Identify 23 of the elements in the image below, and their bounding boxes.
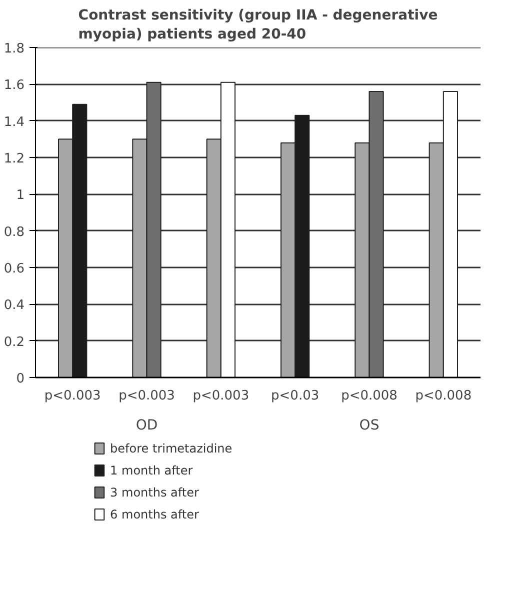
text: OS xyxy=(359,418,380,434)
y-tick-label: 0.8 xyxy=(4,224,25,240)
y-tick-label: 1 xyxy=(16,188,25,204)
y-tick-label: 1.8 xyxy=(4,42,25,56)
x-tick-label: p<0.008 xyxy=(415,388,472,404)
x-tick-label: p<0.03 xyxy=(271,388,320,404)
chart-title: Contrast sensitivity (group IIA - degenerative myopia) patients aged 20-40 xyxy=(78,7,438,42)
x-tick-label: p<0.003 xyxy=(44,388,101,404)
y-tick-label: 0.4 xyxy=(4,298,25,314)
legend-label: 6 months after xyxy=(110,508,199,522)
x-tick-label: p<0.003 xyxy=(118,388,175,404)
y-tick-label: 0.6 xyxy=(4,262,25,276)
legend-label: 1 month after xyxy=(110,464,193,478)
text: OD xyxy=(136,418,158,434)
x-tick-label: p<0.008 xyxy=(341,388,398,404)
x-tick-label: p<0.003 xyxy=(192,388,250,404)
y-tick-label: 0.2 xyxy=(4,334,25,350)
y-tick-label: 0 xyxy=(16,372,25,386)
legend-label: 3 months after xyxy=(110,486,199,500)
y-tick-label: 1.6 xyxy=(4,78,25,94)
legend-label: before trimetazidine xyxy=(110,442,232,456)
y-tick-label: 1.2 xyxy=(4,152,25,166)
y-tick-label: 1.4 xyxy=(4,114,25,130)
